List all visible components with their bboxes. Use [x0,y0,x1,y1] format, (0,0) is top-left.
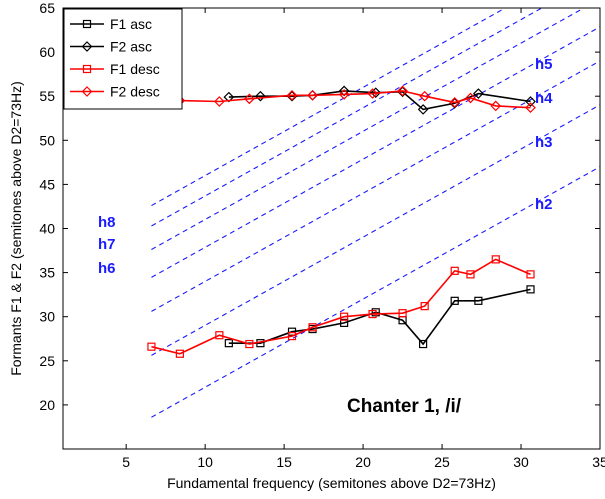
harmonic-label-h8: h8 [98,214,116,231]
y-tick-label: 50 [39,132,55,148]
y-tick-label: 55 [39,88,55,104]
y-tick-label: 60 [39,44,55,60]
series-f1-asc [224,285,535,349]
harmonic-line-h8 [151,8,507,207]
x-tick-label: 35 [592,454,605,470]
data-point-f2-desc [244,93,255,105]
data-point-f1-asc [526,285,535,294]
data-point-f2-desc [465,92,476,104]
harmonic-line-h4 [151,60,600,312]
legend-marker-f1-asc [82,19,92,29]
legend-label-f1-desc: F1 desc [110,61,160,77]
harmonic-line-h6 [151,8,586,250]
legend-marker-f2-desc [81,86,93,97]
y-tick-label: 45 [39,176,55,192]
legend-label-f1-asc: F1 asc [110,16,152,32]
data-point-f2-desc [286,89,298,101]
data-point-f2-asc [338,85,350,97]
data-point-f2-desc [419,90,431,102]
harmonic-label-h2: h2 [535,196,553,213]
harmonic-line-h7 [151,8,543,227]
data-point-f1-asc [287,327,297,336]
series-f1-desc [147,255,535,358]
data-point-f1-desc [215,331,224,340]
harmonic-labels: h2 h3 h4 h5 h6 h7 h8 [98,56,553,277]
series-line-f1-desc [151,258,531,355]
data-point-f1-desc [147,342,156,351]
data-point-f2-desc [214,96,225,107]
data-point-f1-asc [224,339,233,348]
harmonic-line-h5 [151,26,600,278]
x-tick-label: 15 [276,454,292,470]
data-point-f1-desc [368,309,377,319]
data-point-f2-asc [370,87,382,99]
x-tick-label: 30 [513,454,529,470]
data-point-f1-desc [420,302,429,311]
data-point-f2-desc [367,88,378,99]
harmonic-label-h7: h7 [98,236,116,253]
y-tick-label: 30 [39,309,55,325]
data-point-f1-desc [491,255,500,264]
data-point-f1-desc [466,270,475,279]
legend-marker-f2-asc [81,41,93,52]
data-point-f1-desc [287,332,297,341]
data-point-f1-desc [340,312,349,321]
y-tick-label: 35 [39,265,55,281]
x-tick-label: 20 [355,454,371,470]
harmonic-label-h5: h5 [535,56,553,73]
data-point-f2-asc [417,104,429,115]
series-line-f1-asc [228,288,531,346]
data-series [146,85,536,358]
data-point-f1-desc [450,266,459,275]
y-tick-label: 40 [39,221,55,237]
data-point-f2-asc [223,91,235,103]
y-axis-label: Formants F1 & F2 (semitones above D2=73H… [8,81,24,376]
legend-label-f2-desc: F2 desc [110,84,160,100]
y-tick-label: 20 [39,397,55,413]
data-point-f2-desc [307,89,318,101]
data-point-f2-desc [490,100,502,112]
data-point-f2-asc [397,86,408,98]
data-point-f2-asc [525,96,536,107]
axis-ticks: 5 10 15 20 25 30 35 20 25 30 35 40 45 50 55 60 65 [39,0,605,470]
legend-label-f2-asc: F2 asc [110,39,152,55]
data-point-f1-desc [175,349,184,358]
data-point-f1-desc [398,309,407,318]
data-point-f1-desc [526,270,535,279]
harmonic-label-h6: h6 [98,260,116,277]
data-point-f2-desc [338,89,350,100]
data-point-f1-desc [308,323,317,332]
x-axis-label: Fundamental frequency (semitones above D… [167,475,496,491]
harmonic-label-h3: h3 [535,134,553,151]
harmonic-line-h3 [151,104,600,356]
series-f2-asc [223,85,536,115]
data-point-f1-desc [245,339,254,349]
x-tick-label: 10 [197,454,213,470]
x-tick-label: 5 [122,454,130,470]
legend-marker-f1-desc [82,64,92,74]
data-point-f2-asc [255,90,266,102]
chart-annotation: Chanter 1, /i/ [347,396,462,417]
data-point-f1-asc [450,296,459,305]
legend: F1 asc F2 asc F1 desc F2 desc [63,8,183,110]
harmonic-line-h2 [151,166,600,418]
harmonic-lines [151,8,600,418]
data-point-f1-asc [419,339,428,349]
data-point-f2-asc [473,88,484,99]
harmonic-label-h4: h4 [535,90,553,107]
y-tick-label: 65 [39,0,55,16]
series-line-f2-desc [151,90,531,109]
x-tick-label: 25 [434,454,450,470]
data-point-f2-desc [397,85,408,97]
y-tick-label: 25 [39,353,55,369]
data-point-f2-desc [525,102,536,114]
data-point-f2-desc [449,97,461,108]
data-point-f1-asc [340,318,349,327]
data-point-f1-asc [474,296,483,305]
